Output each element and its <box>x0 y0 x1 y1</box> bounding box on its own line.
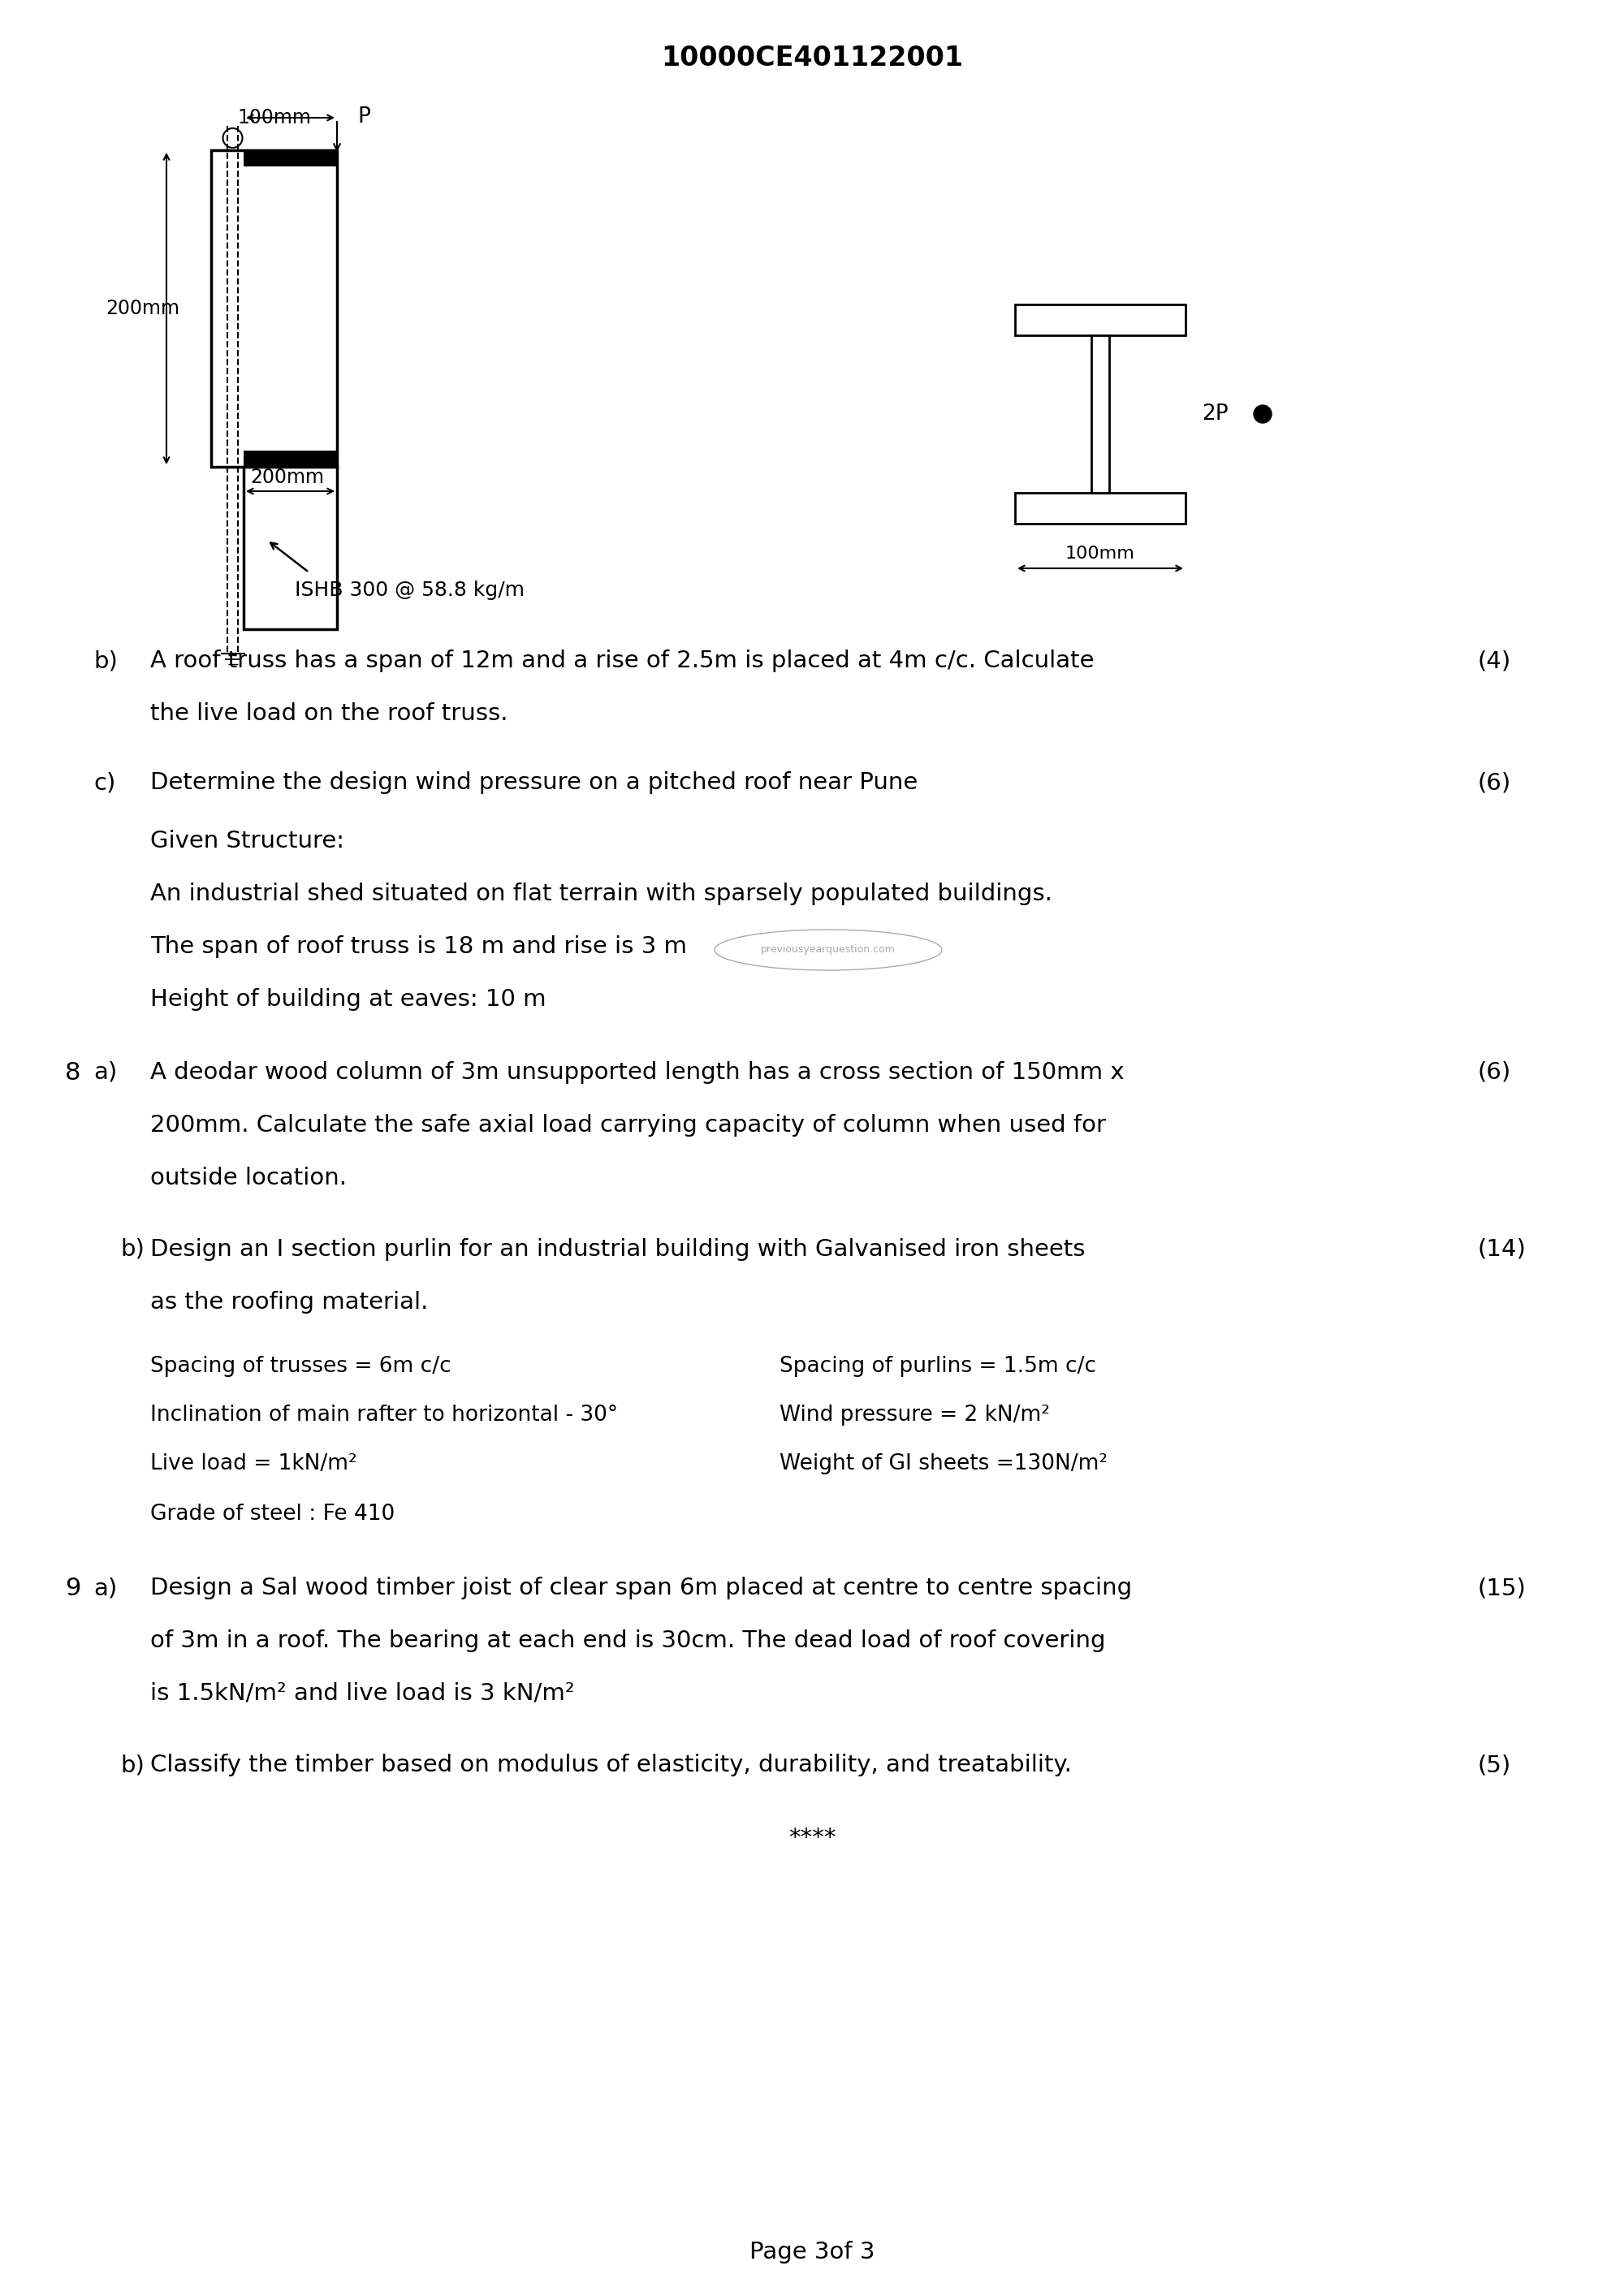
Text: is 1.5kN/m² and live load is 3 kN/m²: is 1.5kN/m² and live load is 3 kN/m² <box>149 1683 575 1706</box>
Text: 100mm: 100mm <box>237 108 310 129</box>
Text: a): a) <box>94 1577 117 1600</box>
Text: Page 3of 3: Page 3of 3 <box>749 2241 875 2264</box>
Text: Given Structure:: Given Structure: <box>149 829 344 852</box>
Text: ISHB 300 @ 58.8 kg/m: ISHB 300 @ 58.8 kg/m <box>296 581 525 599</box>
Bar <box>244 149 338 165</box>
Text: Grade of steel : Fe 410: Grade of steel : Fe 410 <box>149 1504 395 1525</box>
Text: 200mm: 200mm <box>250 468 325 487</box>
Text: as the roofing material.: as the roofing material. <box>149 1290 429 1313</box>
Text: c): c) <box>94 771 115 794</box>
Text: Spacing of purlins = 1.5m c/c: Spacing of purlins = 1.5m c/c <box>780 1357 1096 1378</box>
Text: 9: 9 <box>65 1577 81 1600</box>
Text: (6): (6) <box>1478 771 1512 794</box>
Text: 200mm. Calculate the safe axial load carrying capacity of column when used for: 200mm. Calculate the safe axial load car… <box>149 1114 1106 1137</box>
Text: A roof truss has a span of 12m and a rise of 2.5m is placed at 4m c/c. Calculate: A roof truss has a span of 12m and a ris… <box>149 650 1095 673</box>
Text: 100mm: 100mm <box>1065 546 1135 563</box>
Text: b): b) <box>120 1754 145 1777</box>
Text: An industrial shed situated on flat terrain with sparsely populated buildings.: An industrial shed situated on flat terr… <box>149 882 1052 905</box>
Text: 8: 8 <box>65 1061 81 1084</box>
Text: (6): (6) <box>1478 1061 1512 1084</box>
Text: the live load on the roof truss.: the live load on the roof truss. <box>149 703 508 726</box>
Text: Height of building at eaves: 10 m: Height of building at eaves: 10 m <box>149 987 546 1010</box>
Text: (5): (5) <box>1478 1754 1512 1777</box>
Text: ****: **** <box>788 1828 836 1851</box>
Text: Wind pressure = 2 kN/m²: Wind pressure = 2 kN/m² <box>780 1405 1049 1426</box>
Text: of 3m in a roof. The bearing at each end is 30cm. The dead load of roof covering: of 3m in a roof. The bearing at each end… <box>149 1630 1106 1653</box>
Bar <box>244 466 338 629</box>
Bar <box>1091 335 1109 494</box>
Text: Classify the timber based on modulus of elasticity, durability, and treatability: Classify the timber based on modulus of … <box>149 1754 1072 1777</box>
Text: (14): (14) <box>1478 1238 1527 1261</box>
Text: b): b) <box>94 650 117 673</box>
Text: Determine the design wind pressure on a pitched roof near Pune: Determine the design wind pressure on a … <box>149 771 918 794</box>
Text: Weight of GI sheets =130N/m²: Weight of GI sheets =130N/m² <box>780 1453 1108 1474</box>
Text: outside location.: outside location. <box>149 1166 348 1189</box>
Text: Live load = 1kN/m²: Live load = 1kN/m² <box>149 1453 357 1474</box>
Text: (15): (15) <box>1478 1577 1527 1600</box>
Bar <box>211 149 338 466</box>
Bar <box>1015 494 1186 523</box>
Text: Design a Sal wood timber joist of clear span 6m placed at centre to centre spaci: Design a Sal wood timber joist of clear … <box>149 1577 1132 1600</box>
Text: 10000CE401122001: 10000CE401122001 <box>661 44 963 71</box>
Circle shape <box>1254 404 1272 422</box>
Text: Spacing of trusses = 6m c/c: Spacing of trusses = 6m c/c <box>149 1357 451 1378</box>
Text: The span of roof truss is 18 m and rise is 3 m: The span of roof truss is 18 m and rise … <box>149 934 687 957</box>
Text: a): a) <box>94 1061 117 1084</box>
Bar <box>244 450 338 466</box>
Bar <box>1015 305 1186 335</box>
Text: P: P <box>357 106 370 129</box>
Text: Design an I section purlin for an industrial building with Galvanised iron sheet: Design an I section purlin for an indust… <box>149 1238 1085 1261</box>
Text: Inclination of main rafter to horizontal - 30°: Inclination of main rafter to horizontal… <box>149 1405 617 1426</box>
Text: (4): (4) <box>1478 650 1512 673</box>
Text: previousyearquestion.com: previousyearquestion.com <box>762 944 895 955</box>
Text: b): b) <box>120 1238 145 1261</box>
Text: 2P: 2P <box>1202 404 1228 425</box>
Text: 200mm: 200mm <box>106 298 179 319</box>
Text: A deodar wood column of 3m unsupported length has a cross section of 150mm x: A deodar wood column of 3m unsupported l… <box>149 1061 1124 1084</box>
